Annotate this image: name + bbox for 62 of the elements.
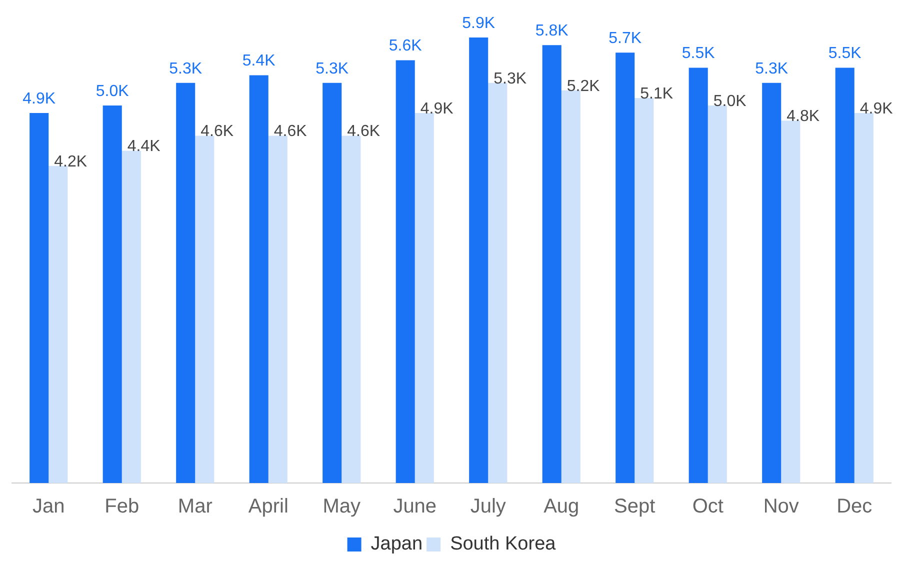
x-tick-label: Feb — [104, 496, 140, 518]
bar — [781, 120, 800, 483]
data-label: 4.6K — [274, 123, 308, 140]
data-label: 5.6K — [388, 38, 422, 55]
data-label: 5.5K — [682, 45, 716, 62]
x-tick-label: Mar — [178, 496, 213, 518]
data-label: 4.9K — [860, 100, 894, 118]
legend-label: South Korea — [450, 534, 556, 555]
bar — [249, 75, 268, 483]
data-label: 5.3K — [316, 60, 349, 78]
data-label: 4.6K — [347, 123, 380, 140]
bar — [396, 60, 415, 483]
bar — [854, 113, 874, 483]
bar — [122, 150, 141, 483]
data-label: 5.3K — [169, 60, 202, 78]
data-label: 5.3K — [755, 60, 788, 78]
data-label: 5.5K — [828, 45, 862, 62]
bar — [176, 82, 196, 483]
x-tick-label: Sept — [614, 496, 656, 518]
bar — [688, 68, 708, 483]
data-label: 5.0K — [96, 82, 130, 100]
data-label: 5.0K — [713, 92, 747, 110]
x-tick-label: May — [322, 496, 361, 518]
x-tick-label: July — [470, 496, 506, 518]
bar — [762, 82, 782, 483]
x-tick-label: Oct — [692, 496, 724, 518]
data-label: 5.4K — [242, 52, 276, 70]
data-label: 5.8K — [535, 22, 569, 40]
bar — [835, 68, 854, 483]
data-label: 5.9K — [462, 14, 496, 32]
data-label: 4.2K — [54, 153, 88, 170]
data-label: 4.4K — [127, 138, 161, 156]
x-tick-label: April — [248, 496, 288, 518]
data-label: 4.9K — [22, 90, 56, 108]
bar — [268, 136, 288, 483]
data-label: 5.2K — [566, 78, 600, 95]
x-tick-label: June — [393, 496, 437, 518]
x-tick-label: Aug — [544, 496, 580, 518]
data-label: 4.9K — [420, 100, 454, 118]
bar — [414, 113, 434, 483]
bar — [561, 90, 580, 483]
bar — [30, 113, 49, 483]
data-label: 5.3K — [494, 70, 527, 88]
bar — [195, 136, 214, 483]
bar — [102, 106, 122, 483]
bar — [708, 106, 727, 483]
bar — [48, 166, 68, 483]
x-tick-label: Jan — [32, 496, 65, 518]
bar — [488, 82, 508, 483]
bar — [469, 38, 488, 483]
bar — [616, 52, 635, 483]
data-label: 4.8K — [786, 108, 820, 126]
bar — [342, 136, 361, 483]
bar — [634, 98, 654, 483]
bar — [542, 45, 562, 483]
legend-label: Japan — [370, 534, 423, 555]
x-tick-label: Dec — [836, 496, 872, 518]
bar — [322, 82, 342, 483]
data-label: 5.7K — [608, 30, 642, 48]
x-tick-label: Nov — [763, 496, 799, 518]
data-label: 4.6K — [200, 123, 234, 140]
data-label: 5.1K — [640, 85, 674, 102]
